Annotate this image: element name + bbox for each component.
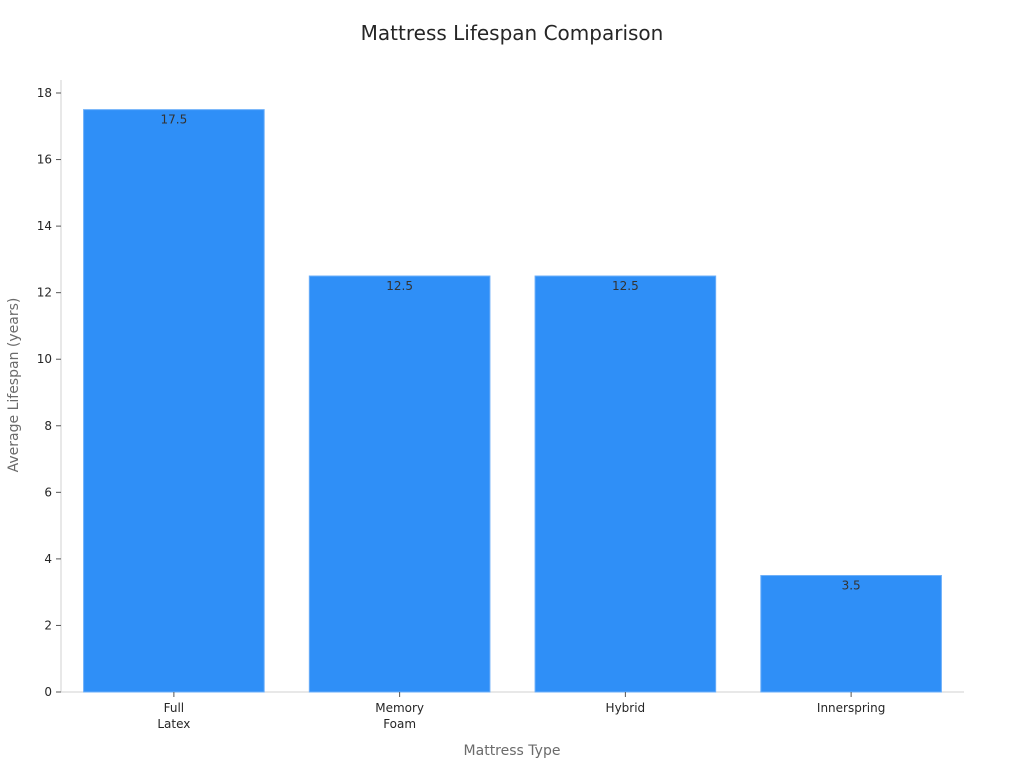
bar	[534, 275, 717, 693]
bar	[760, 575, 942, 693]
x-tick-label: Latex	[157, 717, 190, 731]
x-tick-label: Hybrid	[606, 701, 646, 715]
y-tick-label: 14	[37, 219, 52, 233]
y-tick-label: 2	[44, 618, 52, 632]
bar	[308, 275, 491, 693]
x-axis-label: Mattress Type	[464, 743, 561, 759]
x-axis-ticks: Full Latex Memory Foam Hybrid Innerspring	[157, 692, 885, 731]
bar-value-label: 12.5	[386, 279, 413, 293]
y-axis-label: Average Lifespan (years)	[6, 298, 22, 473]
y-tick-label: 8	[44, 419, 52, 433]
y-tick-label: 0	[44, 685, 52, 699]
bar-value-label: 12.5	[612, 279, 639, 293]
y-tick-label: 6	[44, 485, 52, 499]
bar	[83, 109, 265, 693]
x-tick-label: Full	[164, 701, 185, 715]
x-tick-label: Memory	[375, 701, 424, 715]
bar-value-label: 17.5	[161, 113, 188, 127]
chart-title: Mattress Lifespan Comparison	[361, 21, 664, 45]
bar-value-label: 3.5	[842, 579, 861, 593]
x-tick-label: Foam	[383, 717, 416, 731]
y-tick-label: 18	[37, 86, 52, 100]
y-tick-label: 4	[44, 552, 52, 566]
y-tick-label: 12	[37, 286, 52, 300]
y-tick-label: 16	[37, 153, 52, 167]
x-tick-label: Innerspring	[817, 701, 885, 715]
y-tick-label: 10	[37, 352, 52, 366]
bars-group: 17.5 12.5 12.5 3.5	[83, 109, 942, 693]
y-axis-ticks: 0 2 4 6 8 10 12 14 16 18	[37, 86, 61, 699]
